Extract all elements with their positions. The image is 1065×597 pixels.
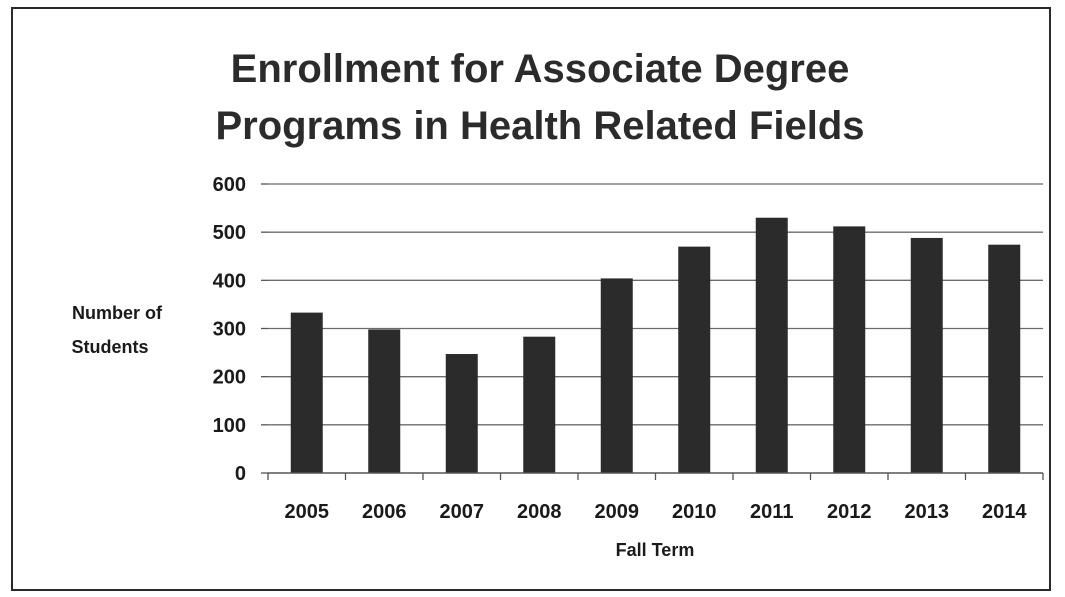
chart-title-line-1: Enrollment for Associate Degree bbox=[231, 47, 850, 91]
y-axis-label-line-2: Students bbox=[71, 337, 148, 357]
y-tick-label: 600 bbox=[213, 174, 246, 196]
y-axis-ticks: 0 100 200 300 400 500 600 bbox=[213, 174, 268, 485]
y-axis-label-line-1: Number of bbox=[72, 303, 163, 323]
bar-2005 bbox=[290, 312, 323, 473]
chart-frame bbox=[11, 7, 1051, 591]
x-tick-label: 2008 bbox=[517, 501, 562, 523]
y-tick-label: 500 bbox=[213, 222, 246, 244]
bar-2013 bbox=[910, 237, 943, 473]
y-tick-label: 200 bbox=[213, 367, 246, 389]
x-tick-label: 2013 bbox=[905, 501, 950, 523]
y-tick-label: 0 bbox=[235, 463, 246, 485]
y-tick-label: 100 bbox=[213, 415, 246, 437]
x-axis-ticks: 2005 2006 2007 2008 2009 2010 2011 2012 2013 2014 bbox=[267, 473, 1044, 523]
bars bbox=[290, 217, 1021, 473]
x-axis-label: Fall Term bbox=[616, 540, 695, 560]
x-tick-label: 2006 bbox=[362, 501, 407, 523]
x-tick-label: 2007 bbox=[440, 501, 485, 523]
bar-2006 bbox=[368, 329, 401, 473]
bar-2007 bbox=[445, 354, 478, 473]
bar-2014 bbox=[988, 244, 1021, 473]
bar-2008 bbox=[523, 336, 556, 473]
y-tick-label: 400 bbox=[213, 270, 246, 292]
x-tick-label: 2009 bbox=[595, 501, 640, 523]
y-tick-label: 300 bbox=[213, 319, 246, 341]
x-tick-label: 2005 bbox=[285, 501, 330, 523]
chart-title-line-2: Programs in Health Related Fields bbox=[215, 104, 864, 148]
bar-2010 bbox=[678, 246, 711, 473]
bar-2011 bbox=[755, 217, 788, 473]
x-tick-label: 2011 bbox=[750, 501, 793, 523]
bar-2012 bbox=[833, 226, 866, 473]
bar-2009 bbox=[600, 278, 633, 473]
x-tick-label: 2010 bbox=[672, 501, 717, 523]
x-tick-label: 2014 bbox=[982, 501, 1027, 523]
x-tick-label: 2012 bbox=[827, 501, 872, 523]
